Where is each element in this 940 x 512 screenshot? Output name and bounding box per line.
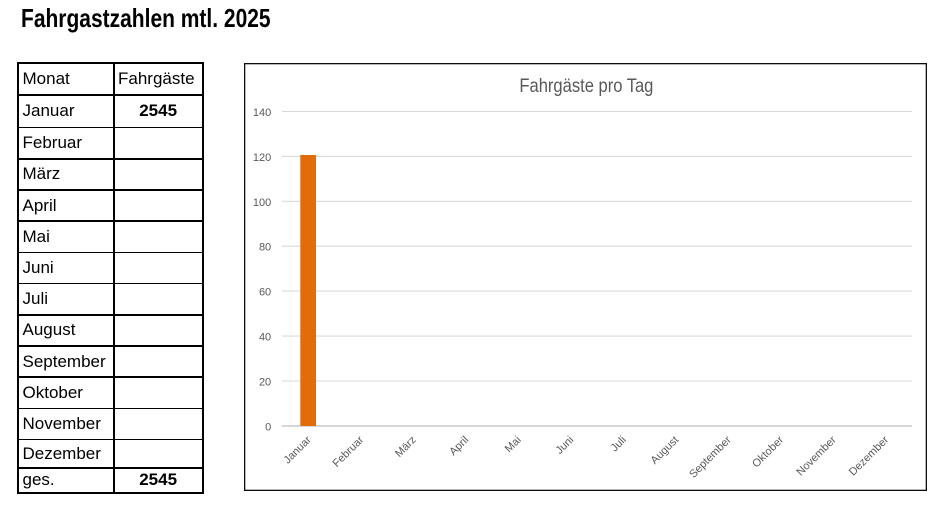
svg-text:40: 40 [259, 332, 271, 344]
svg-text:60: 60 [259, 287, 271, 299]
svg-text:120: 120 [253, 152, 271, 164]
svg-text:80: 80 [259, 242, 271, 254]
svg-text:0: 0 [265, 421, 271, 433]
svg-text:20: 20 [259, 376, 271, 388]
svg-text:140: 140 [253, 107, 271, 119]
svg-text:Fahrgäste pro Tag: Fahrgäste pro Tag [519, 75, 653, 97]
svg-text:100: 100 [253, 197, 271, 209]
